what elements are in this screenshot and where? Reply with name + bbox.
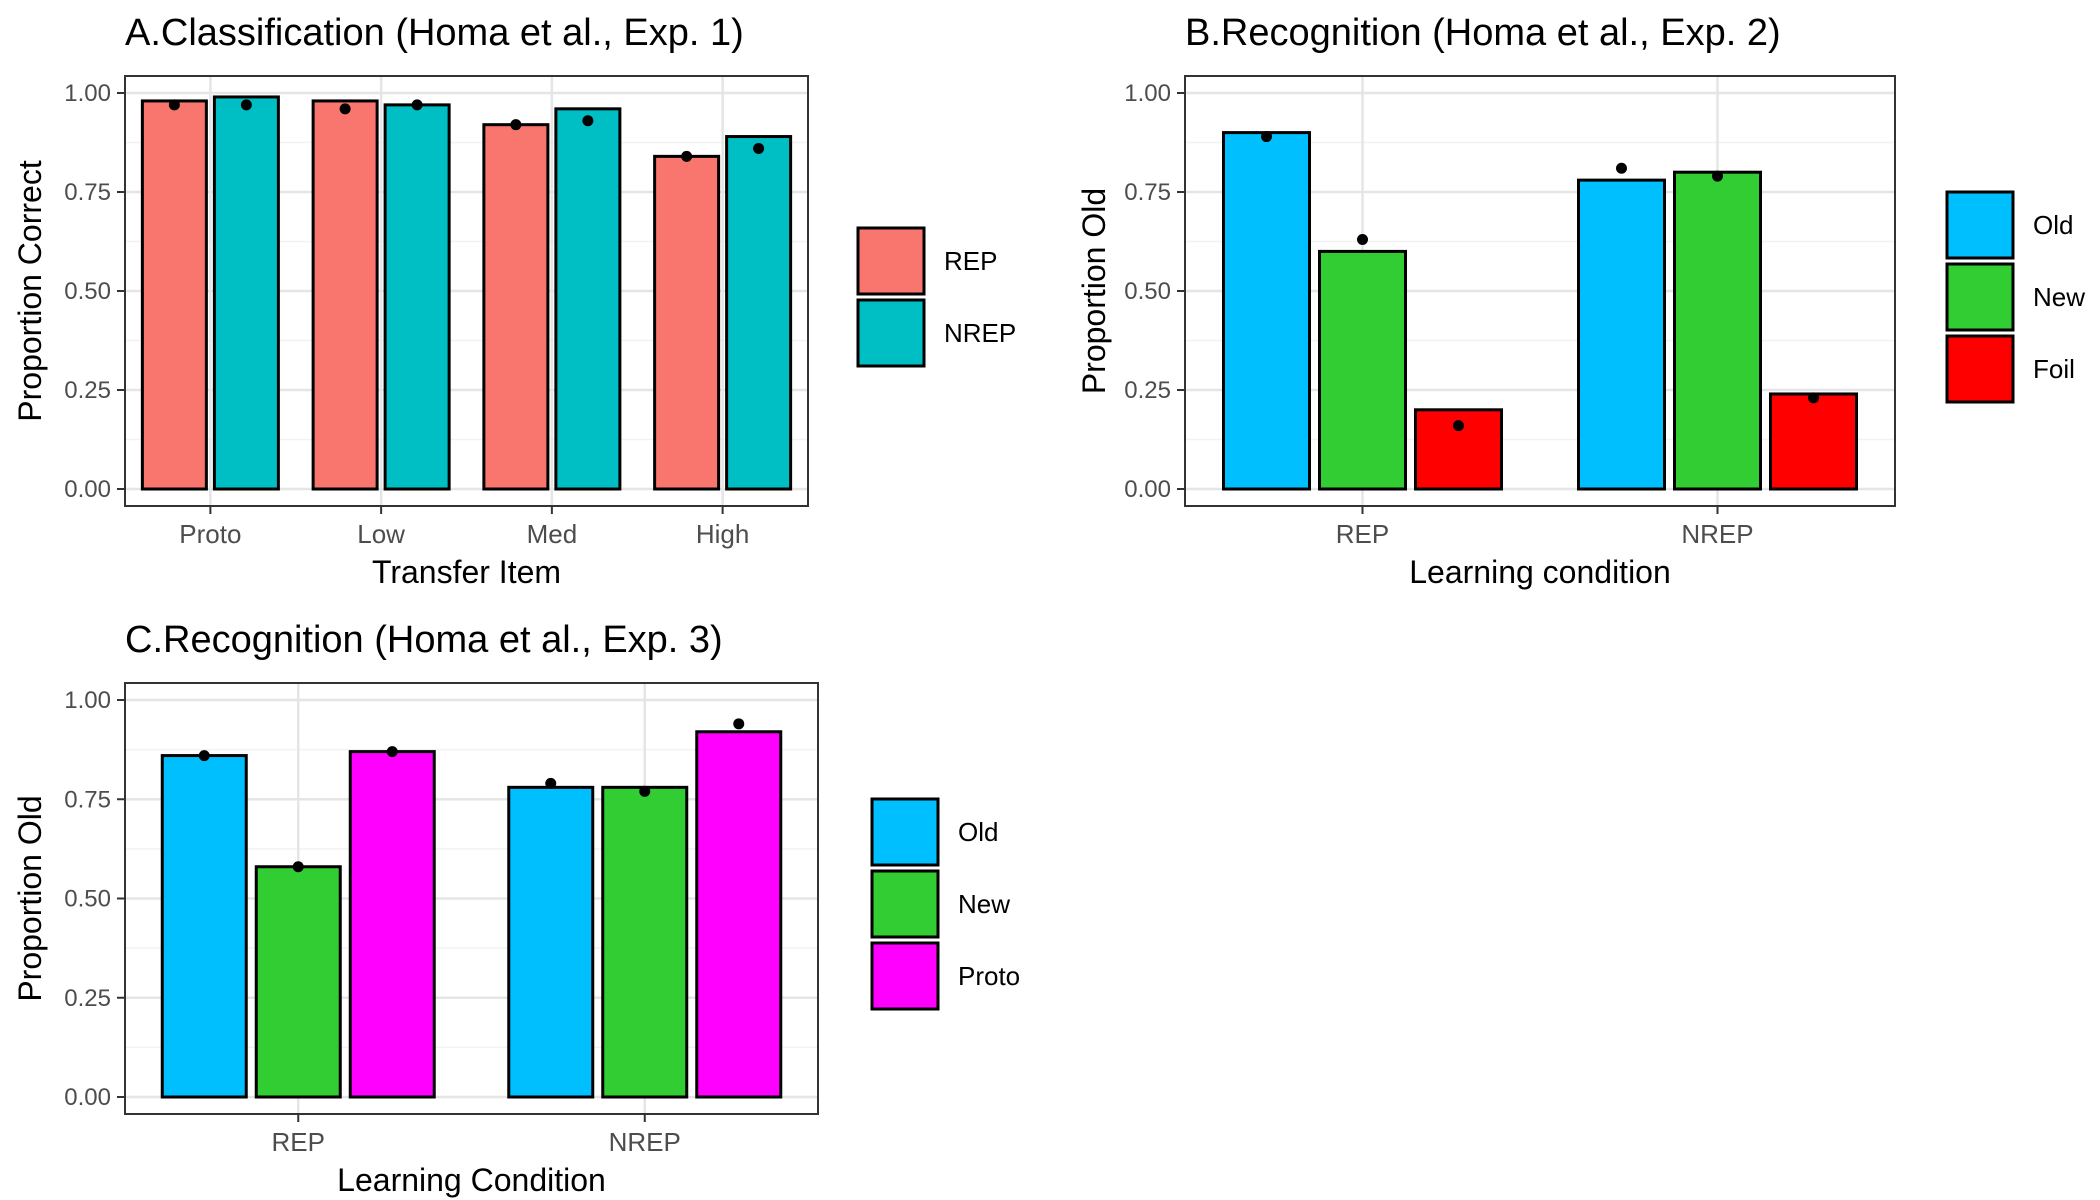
x-axis-title: Learning Condition <box>337 1162 606 1198</box>
y-axis-title: Proportion Correct <box>12 160 48 422</box>
legend-label: NREP <box>944 318 1016 348</box>
y-tick-label: 0.75 <box>1124 179 1171 206</box>
legend-swatch <box>870 941 940 1011</box>
legend-label: REP <box>944 246 997 276</box>
panel-b-title: B.Recognition (Homa et al., Exp. 2) <box>1185 12 1781 54</box>
bar <box>482 123 550 491</box>
bar <box>725 135 793 491</box>
y-tick-label: 1.00 <box>1124 80 1171 107</box>
x-axis-title: Transfer Item <box>372 554 561 590</box>
data-point <box>168 99 180 111</box>
panel-a-title: A.Classification (Homa et al., Exp. 1) <box>125 12 744 54</box>
data-point <box>1261 131 1272 143</box>
data-point <box>386 746 398 758</box>
legend-label: Old <box>958 817 998 847</box>
y-tick-label: 0.00 <box>64 1084 111 1111</box>
data-point <box>411 99 423 111</box>
y-tick-label: 0.00 <box>1124 476 1171 503</box>
bar <box>140 99 208 491</box>
x-axis-title: Learning condition <box>1409 554 1671 590</box>
legend-label: New <box>958 889 1010 919</box>
data-point <box>681 150 693 162</box>
legend-swatch <box>856 298 926 368</box>
data-point <box>240 99 252 111</box>
legend-label: Foil <box>2033 354 2075 384</box>
x-tick-label: NREP <box>1681 519 1753 549</box>
y-tick-label: 0.00 <box>64 476 111 503</box>
x-tick-label: NREP <box>609 1127 681 1157</box>
y-tick-label: 0.25 <box>1124 377 1171 404</box>
bar <box>1577 178 1666 491</box>
legend-swatch <box>856 226 926 296</box>
data-point <box>1808 392 1819 404</box>
y-axis-title: Proportion Old <box>1076 188 1112 394</box>
x-tick-label: REP <box>272 1127 325 1157</box>
y-tick-label: 0.25 <box>64 377 111 404</box>
y-tick-label: 1.00 <box>64 687 111 714</box>
legend-swatch <box>1945 334 2015 404</box>
data-point <box>1453 420 1464 432</box>
panel-c-chart: C.Recognition (Homa et al., Exp. 3) 0.00… <box>12 619 1020 1198</box>
panel-b-chart: B.Recognition (Homa et al., Exp. 2) 0.00… <box>1076 12 2085 590</box>
x-tick-label: Med <box>527 519 578 549</box>
y-tick-label: 0.75 <box>64 786 111 813</box>
bar <box>311 99 379 491</box>
bar <box>1673 170 1762 491</box>
y-tick-label: 0.50 <box>64 886 111 913</box>
data-point <box>1357 234 1368 246</box>
panel-b-plot: 0.00 0.25 0.50 0.75 1.00 REP NREP Learning cond… <box>1076 75 2085 590</box>
x-tick-label: Low <box>357 519 405 549</box>
bar <box>653 154 721 491</box>
bar <box>1222 131 1311 491</box>
bar <box>507 785 595 1099</box>
bar <box>695 730 783 1099</box>
legend-swatch <box>870 869 940 939</box>
bar <box>1769 392 1858 491</box>
y-tick-label: 1.00 <box>64 80 111 107</box>
bar <box>160 754 248 1099</box>
y-tick-label: 0.50 <box>1124 278 1171 305</box>
data-point <box>1712 170 1723 182</box>
bar <box>601 785 689 1099</box>
legend-swatch <box>870 797 940 867</box>
bar <box>254 865 342 1099</box>
y-tick-label: 0.50 <box>64 278 111 305</box>
bar <box>212 95 280 491</box>
x-tick-label: REP <box>1336 519 1389 549</box>
y-axis-title: Proportion Old <box>12 795 48 1001</box>
bar <box>348 750 436 1099</box>
panel-a-plot: 0.00 0.25 0.50 0.75 1.00 Proto Low Med High Trans… <box>12 75 1016 590</box>
bar <box>1414 408 1503 491</box>
legend-label: New <box>2033 282 2085 312</box>
y-tick-label: 0.75 <box>64 179 111 206</box>
panel-a-chart: A.Classification (Homa et al., Exp. 1) 0… <box>12 12 1016 590</box>
data-point <box>198 750 210 762</box>
legend-swatch <box>1945 262 2015 332</box>
data-point <box>639 785 651 797</box>
legend-label: Proto <box>958 961 1020 991</box>
panel-c-title: C.Recognition (Homa et al., Exp. 3) <box>125 619 723 661</box>
x-tick-label: Proto <box>179 519 241 549</box>
legend-swatch <box>1945 190 2015 260</box>
y-tick-label: 0.25 <box>64 985 111 1012</box>
bar <box>554 107 622 491</box>
bar <box>383 103 451 491</box>
legend-label: Old <box>2033 210 2073 240</box>
data-point <box>292 861 304 873</box>
data-point <box>582 115 594 127</box>
data-point <box>753 142 765 154</box>
data-point <box>1616 162 1627 174</box>
data-point <box>510 119 522 131</box>
x-tick-label: High <box>696 519 749 549</box>
data-point <box>339 103 351 115</box>
bar <box>1318 249 1407 491</box>
data-point <box>733 718 745 730</box>
data-point <box>545 777 557 789</box>
